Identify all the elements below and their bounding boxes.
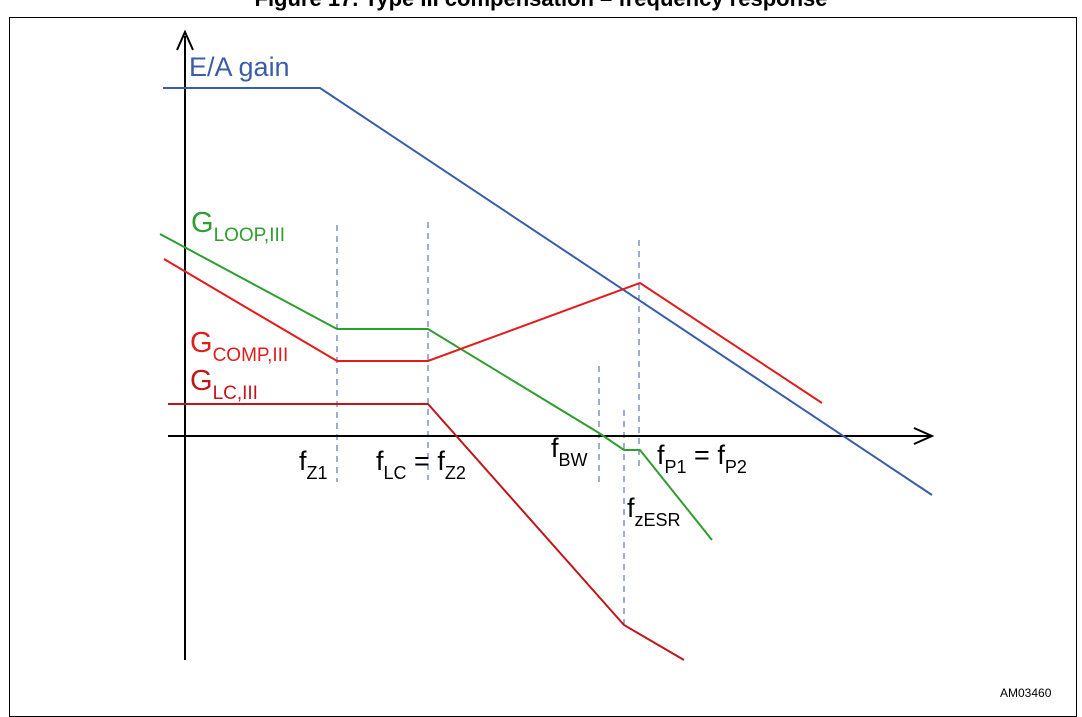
lc-gain-label: GLC,III [190, 365, 258, 404]
flc-eq: = [407, 446, 438, 476]
comp-gain-label-base: G [190, 327, 213, 359]
fz1-base: f [299, 446, 307, 476]
flc-label: fLC = fZ2 [376, 446, 466, 483]
y-axis-arrow [176, 29, 194, 51]
fbw-sub: BW [559, 450, 588, 470]
ea-gain-label: E/A gain [189, 52, 290, 82]
fp-sub: P1 [665, 457, 687, 477]
x-axis-arrow [913, 427, 935, 445]
flc-base2: f [437, 446, 445, 476]
fp-label: fP1 = fP2 [657, 440, 747, 477]
fz1-sub: Z1 [307, 463, 328, 483]
flc-sub: LC [384, 463, 407, 483]
comp-gain-label: GCOMP,III [190, 327, 288, 366]
figure-title: Figure 17. Type III compensation – frequ… [0, 0, 1082, 12]
flc-sub2: Z2 [445, 463, 466, 483]
fzesr-sub: zESR [635, 510, 681, 530]
fbw-label: fBW [551, 433, 588, 470]
frequency-guides [336, 222, 640, 625]
loop-gain-label-base: G [191, 207, 214, 239]
axes [168, 29, 935, 660]
fp-base: f [657, 440, 665, 470]
fzesr-base: f [627, 493, 635, 523]
fz1-label: fZ1 [299, 446, 328, 483]
fbw-base: f [551, 433, 559, 463]
flc-base: f [376, 446, 384, 476]
fp-sub2: P2 [725, 457, 747, 477]
loop-gain-curve [159, 233, 713, 541]
ea-gain-curve [163, 87, 933, 496]
loop-gain-label-sub: LOOP,III [214, 225, 285, 246]
figure-id: AM03460 [1000, 686, 1052, 700]
comp-gain-label-sub: COMP,III [213, 345, 289, 366]
fp-eq: = [687, 440, 718, 470]
lc-gain-curve [168, 403, 685, 661]
loop-gain-label: GLOOP,III [191, 207, 285, 246]
lc-gain-label-base: G [190, 365, 213, 397]
comp-gain-curve [163, 258, 823, 404]
fp-base2: f [717, 440, 725, 470]
fzesr-label: fzESR [627, 493, 681, 530]
lc-gain-label-sub: LC,III [213, 383, 258, 404]
